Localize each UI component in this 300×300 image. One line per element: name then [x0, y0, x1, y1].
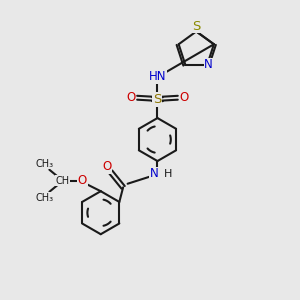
Text: S: S: [153, 93, 162, 106]
Text: CH₃: CH₃: [35, 159, 53, 169]
Text: O: O: [180, 91, 189, 104]
Text: S: S: [192, 20, 200, 33]
Text: N: N: [150, 167, 159, 180]
Text: CH₃: CH₃: [35, 193, 53, 203]
Text: CH: CH: [56, 176, 70, 186]
Text: H: H: [164, 169, 172, 179]
Text: HN: HN: [149, 70, 166, 83]
Text: O: O: [78, 174, 87, 187]
Text: N: N: [204, 58, 213, 71]
Text: O: O: [126, 91, 135, 104]
Text: O: O: [102, 160, 112, 173]
